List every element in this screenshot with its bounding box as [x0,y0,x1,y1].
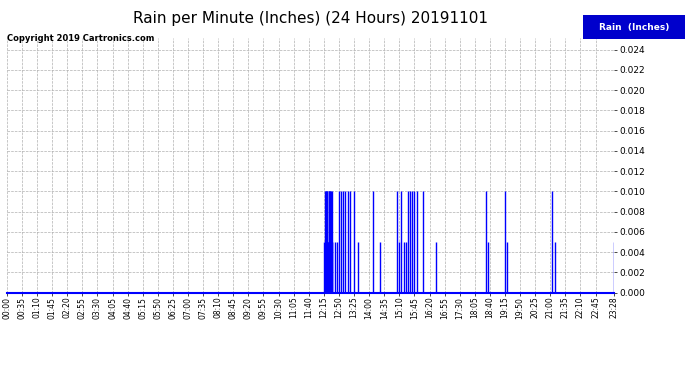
Text: Rain  (Inches): Rain (Inches) [599,22,669,32]
Text: Copyright 2019 Cartronics.com: Copyright 2019 Cartronics.com [7,34,155,43]
Text: Rain per Minute (Inches) (24 Hours) 20191101: Rain per Minute (Inches) (24 Hours) 2019… [133,11,488,26]
